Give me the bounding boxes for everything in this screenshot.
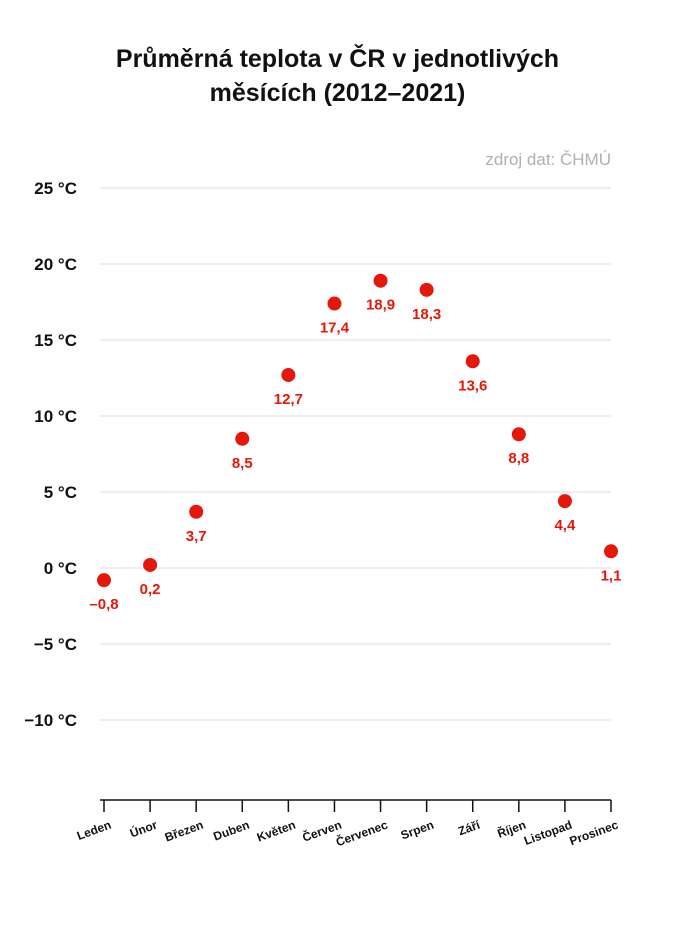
x-tick-label: Listopad xyxy=(522,818,574,848)
data-point xyxy=(604,544,618,559)
y-tick-label: 20 °C xyxy=(34,255,77,274)
grid-lines xyxy=(100,187,611,721)
data-point xyxy=(465,354,480,369)
data-point xyxy=(189,504,204,519)
y-tick-label: 25 °C xyxy=(34,179,77,198)
y-tick-label: −5 °C xyxy=(34,635,77,654)
data-point xyxy=(419,282,434,297)
data-label: 4,4 xyxy=(554,517,576,534)
data-points: –0,8 0,2 3,7 8,5 12,7 17,4 18,9 18,3 13,6 8,8 4,4 1… xyxy=(89,273,622,613)
data-point xyxy=(97,573,111,588)
x-tick-label: Prosinec xyxy=(568,818,621,849)
data-label: 18,3 xyxy=(412,306,441,323)
y-tick-label: 10 °C xyxy=(34,407,77,426)
data-label: 8,8 xyxy=(508,450,529,467)
chart-title: Průměrná teplota v ČR v jednotlivých měs… xyxy=(0,42,675,110)
x-tick-label: Květen xyxy=(255,818,297,845)
x-tick-label: Červenec xyxy=(334,817,390,850)
y-axis-ticks: 25 °C 20 °C 15 °C 10 °C 5 °C 0 °C −5 °C −10 °C xyxy=(24,179,77,730)
data-point xyxy=(235,431,250,446)
y-tick-label: −10 °C xyxy=(24,711,77,730)
chart-title-line-2: měsících (2012–2021) xyxy=(209,79,466,107)
data-point xyxy=(373,273,388,288)
x-tick-label: Duben xyxy=(211,818,251,844)
data-label: 18,9 xyxy=(366,297,395,314)
data-label: 1,1 xyxy=(601,567,622,584)
x-tick-label: Březen xyxy=(163,818,205,845)
data-label: 3,7 xyxy=(186,528,207,545)
x-tick-label: Září xyxy=(456,817,482,838)
data-point xyxy=(557,494,572,509)
data-label: 0,2 xyxy=(140,581,161,598)
data-label: 12,7 xyxy=(274,391,303,408)
x-tick-label: Únor xyxy=(128,817,160,841)
x-axis: Leden Únor Březen Duben Květen ČervenČervenec… xyxy=(75,799,621,850)
source-note: zdroj dat: ČHMÚ xyxy=(485,150,611,169)
y-tick-label: 0 °C xyxy=(44,559,77,578)
x-tick-label: Srpen xyxy=(399,818,436,843)
x-tick-label: Leden xyxy=(75,818,113,843)
data-label: –0,8 xyxy=(89,596,118,613)
data-label: 13,6 xyxy=(458,377,487,394)
y-tick-label: 15 °C xyxy=(34,331,77,350)
data-point xyxy=(511,427,526,442)
data-label: 8,5 xyxy=(232,455,253,472)
chart-title-line-1: Průměrná teplota v ČR v jednotlivých xyxy=(115,45,560,73)
data-point xyxy=(143,557,158,572)
data-point xyxy=(327,296,342,311)
data-point xyxy=(281,367,296,382)
y-tick-label: 5 °C xyxy=(44,483,77,502)
data-label: 17,4 xyxy=(320,320,350,337)
